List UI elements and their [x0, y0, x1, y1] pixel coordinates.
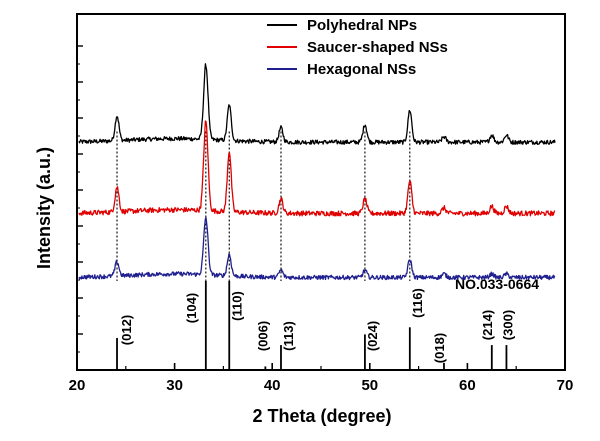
x-tick-label: 40: [264, 377, 281, 394]
series-line-polyhedral-nps: [78, 63, 556, 145]
hkl-label: (018): [432, 333, 447, 363]
hkl-label: (300): [500, 310, 515, 340]
reference-pattern: (012) (104) (110) (006) (113) (024) (116) (018)…: [116, 281, 515, 370]
dashed-guides: [116, 131, 411, 281]
series-line-hexagonal-nss: [78, 216, 556, 281]
x-tick-label: 50: [361, 377, 378, 394]
hkl-label: (214): [480, 310, 495, 340]
hkl-label: (110): [229, 291, 244, 321]
hkl-label: (113): [281, 321, 296, 351]
legend-label: Polyhedral NPs: [307, 17, 417, 34]
x-tick-label: 30: [166, 377, 183, 394]
hkl-label: (116): [410, 288, 425, 318]
hkl-label: (024): [365, 321, 380, 351]
y-axis-label: Intensity (a.u.): [34, 147, 54, 269]
legend: Polyhedral NPs Saucer-shaped NSs Hexagonal…: [267, 17, 448, 78]
hkl-label: (012): [119, 315, 134, 345]
legend-label: Saucer-shaped NSs: [307, 39, 448, 56]
hkl-label: (104): [184, 293, 199, 323]
x-tick-label: 70: [557, 377, 574, 394]
x-tick-label: 60: [459, 377, 476, 394]
x-axis-label: 2 Theta (degree): [252, 406, 391, 426]
legend-label: Hexagonal NSs: [307, 61, 416, 78]
series-group: [78, 63, 556, 281]
axes: 20 30 40 50 60 70: [69, 13, 574, 394]
hkl-label: (006): [255, 321, 270, 351]
x-tick-label: 20: [69, 377, 86, 394]
reference-card-label: NO.033-0664: [455, 276, 539, 292]
series-line-saucer-shaped-nss: [78, 120, 556, 217]
